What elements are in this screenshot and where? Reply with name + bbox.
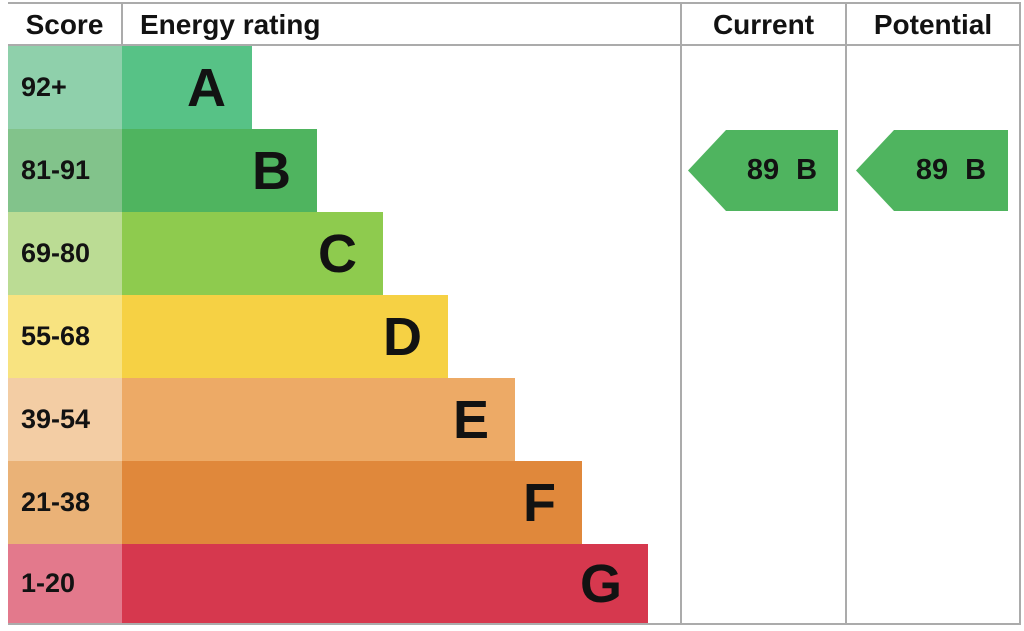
band-bar: A — [122, 46, 252, 129]
band-letter: G — [579, 553, 622, 614]
current-column-divider — [680, 2, 682, 625]
bottom-border-line — [8, 623, 1021, 625]
score-cell: 21-38 — [8, 461, 122, 544]
energy-rating-header: Energy rating — [140, 9, 321, 40]
band-letter: D — [383, 306, 422, 367]
score-range: 55-68 — [21, 321, 91, 351]
potential-column-divider — [845, 2, 847, 625]
top-border-line — [8, 2, 1021, 4]
current-rating-arrow: 89 B — [688, 130, 838, 211]
score-range: 21-38 — [21, 487, 91, 517]
band-bar: B — [122, 129, 317, 212]
band-letter: B — [252, 140, 291, 201]
score-cell: 69-80 — [8, 212, 122, 295]
band-bar: D — [122, 295, 448, 378]
score-cell: 55-68 — [8, 295, 122, 378]
score-header: Score — [25, 9, 104, 40]
score-range: 1-20 — [21, 568, 76, 598]
potential-rating-label: 89 B — [915, 154, 987, 186]
band-letter: A — [187, 57, 226, 118]
score-column-divider — [121, 2, 123, 44]
header-divider-line — [8, 44, 1021, 46]
score-range: 81-91 — [21, 155, 91, 185]
potential-header: Potential — [873, 9, 993, 40]
score-cell: 81-91 — [8, 129, 122, 212]
current-header: Current — [712, 9, 815, 40]
potential-rating-arrow: 89 B — [856, 130, 1008, 211]
score-cell: 1-20 — [8, 544, 122, 623]
band-letter: C — [318, 223, 357, 284]
right-border-line — [1019, 2, 1021, 625]
score-range: 39-54 — [21, 404, 91, 434]
band-bar: E — [122, 378, 515, 461]
band-letter: E — [452, 389, 489, 450]
score-cell: 39-54 — [8, 378, 122, 461]
score-range: 69-80 — [21, 238, 91, 268]
score-cell: 92+ — [8, 46, 122, 129]
current-rating-label: 89 B — [746, 154, 818, 186]
score-range: 92+ — [21, 72, 67, 102]
band-letter: F — [523, 472, 556, 533]
band-bar: C — [122, 212, 383, 295]
band-bar: F — [122, 461, 582, 544]
band-bar: G — [122, 544, 648, 623]
